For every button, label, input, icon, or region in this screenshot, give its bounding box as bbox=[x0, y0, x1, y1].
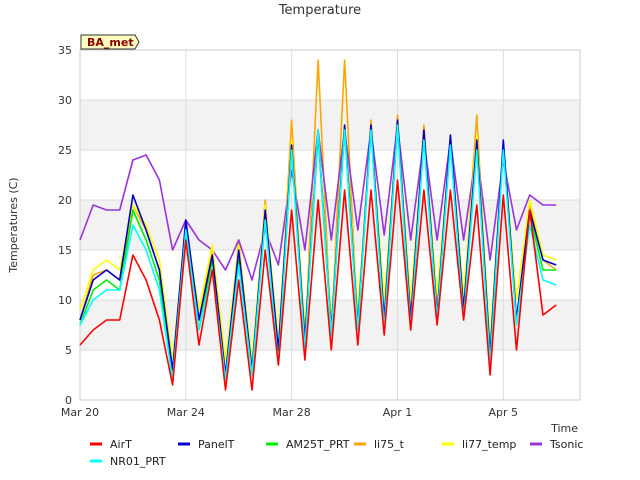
y-axis-label: Temperatures (C) bbox=[7, 177, 20, 273]
legend: AirT PanelT AM25T_PRT li75_t li77_temp Tsonic… bbox=[90, 438, 583, 468]
station-badge: BA_met bbox=[80, 34, 140, 50]
series-line-airt bbox=[79, 179, 557, 391]
legend-label: PanelT bbox=[198, 438, 235, 451]
x-tick-label: Mar 28 bbox=[273, 406, 311, 419]
legend-label: AirT bbox=[110, 438, 132, 451]
y-tick-label: 30 bbox=[58, 94, 72, 107]
y-tick-label: 10 bbox=[58, 294, 72, 307]
chart-title: Temperature bbox=[278, 3, 361, 18]
grid-band bbox=[80, 100, 580, 150]
x-axis-label: Time bbox=[550, 422, 578, 435]
x-tick-label: Apr 5 bbox=[489, 406, 519, 419]
x-axis-ticks: Mar 20 Mar 24 Mar 28 Apr 1 Apr 5 bbox=[61, 406, 518, 419]
x-tick-label: Apr 1 bbox=[383, 406, 413, 419]
y-tick-label: 25 bbox=[58, 144, 72, 157]
series-lines bbox=[79, 59, 557, 391]
series-line-nr01_prt bbox=[79, 124, 557, 381]
legend-label: li77_temp bbox=[462, 438, 516, 451]
badge-label: BA_met bbox=[87, 36, 134, 49]
x-tick-label: Mar 20 bbox=[61, 406, 99, 419]
y-tick-label: 15 bbox=[58, 244, 72, 257]
x-tick-label: Mar 24 bbox=[167, 406, 205, 419]
legend-label: NR01_PRT bbox=[110, 455, 166, 468]
badge-shape bbox=[80, 34, 140, 50]
legend-label: li75_t bbox=[374, 438, 405, 451]
y-tick-label: 20 bbox=[58, 194, 72, 207]
y-axis-ticks: 0 5 10 15 20 25 30 35 bbox=[58, 44, 72, 407]
y-tick-label: 35 bbox=[58, 44, 72, 57]
plot-frame bbox=[79, 49, 581, 401]
legend-label: Tsonic bbox=[549, 438, 583, 451]
legend-label: AM25T_PRT bbox=[286, 438, 350, 451]
y-tick-label: 5 bbox=[65, 344, 72, 357]
y-tick-label: 0 bbox=[65, 394, 72, 407]
